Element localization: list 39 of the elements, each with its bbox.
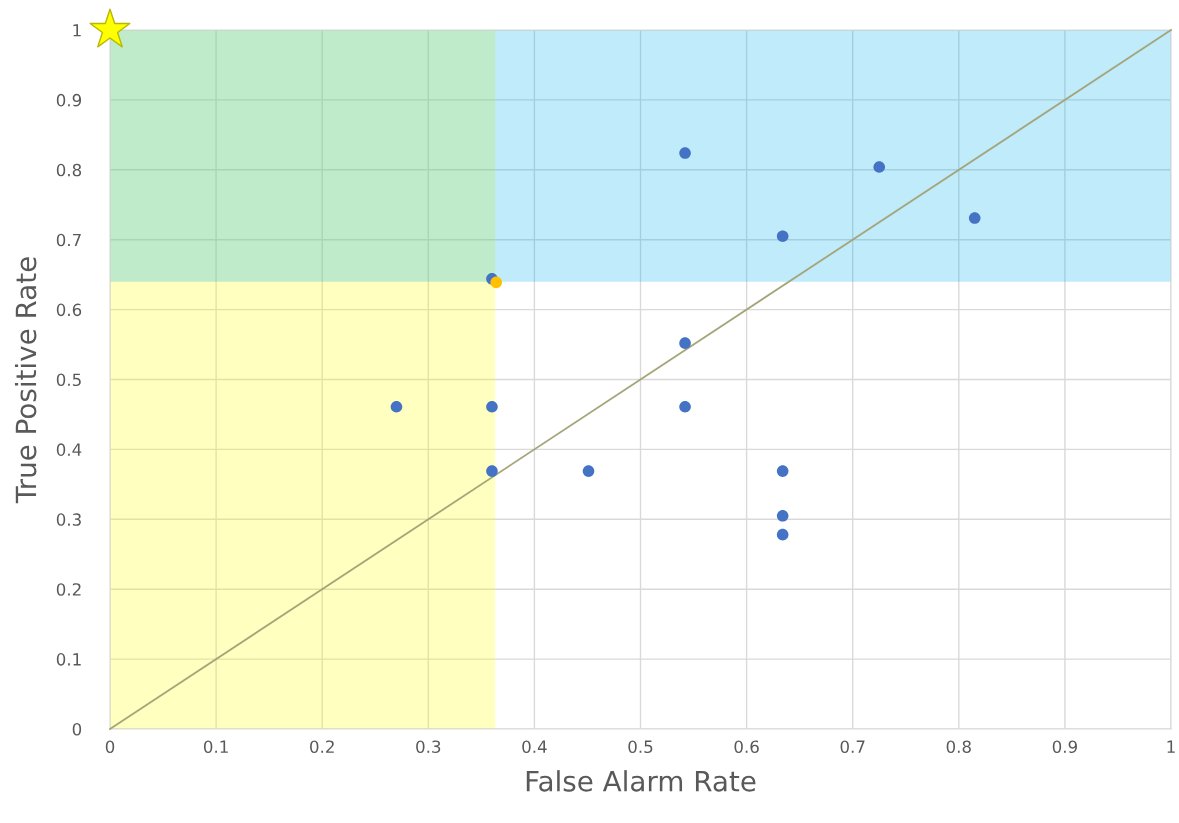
point [486,465,498,477]
point [89,8,131,48]
x-tick-label: 0.5 [628,740,653,754]
point [679,337,691,349]
point [776,510,789,522]
point [679,400,691,413]
point [968,212,981,224]
y-tick-label: 0.6 [56,303,82,317]
x-tick-label: 0.4 [522,740,547,754]
x-tick-label: 0.9 [1052,740,1077,754]
x-tick-label: 1 [1167,740,1175,753]
y-tick-label: 0.3 [56,513,81,526]
point [390,400,403,413]
x-tick-label: 0.7 [840,740,865,754]
y-axis-title: True Positive Rate [14,257,37,504]
x-tick-label: 0.2 [310,740,334,754]
x-axis-title: False Alarm Rate [526,770,756,792]
y-tick-label: 1 [73,24,81,37]
x-tick-label: 0.3 [416,740,441,754]
x-tick-label: 0.6 [734,740,759,754]
point [486,400,498,413]
point [490,276,503,289]
point [776,528,789,541]
y-tick-label: 0.9 [56,93,82,107]
y-tick-label: 0.1 [56,653,81,666]
x-tick-label: 0 [105,740,115,754]
point [582,465,595,477]
point [873,161,886,173]
point [776,465,789,477]
x-tick-label: 0.8 [946,740,971,754]
point [679,147,691,159]
point [776,230,789,243]
x-tick-label: 0.1 [203,740,228,754]
y-tick-label: 0.8 [56,163,82,177]
y-tick-label: 0.7 [56,233,81,247]
y-tick-label: 0.2 [56,583,81,596]
y-tick-label: 0 [72,722,82,736]
y-tick-label: 0.5 [56,373,81,387]
y-tick-label: 0.4 [56,443,82,456]
